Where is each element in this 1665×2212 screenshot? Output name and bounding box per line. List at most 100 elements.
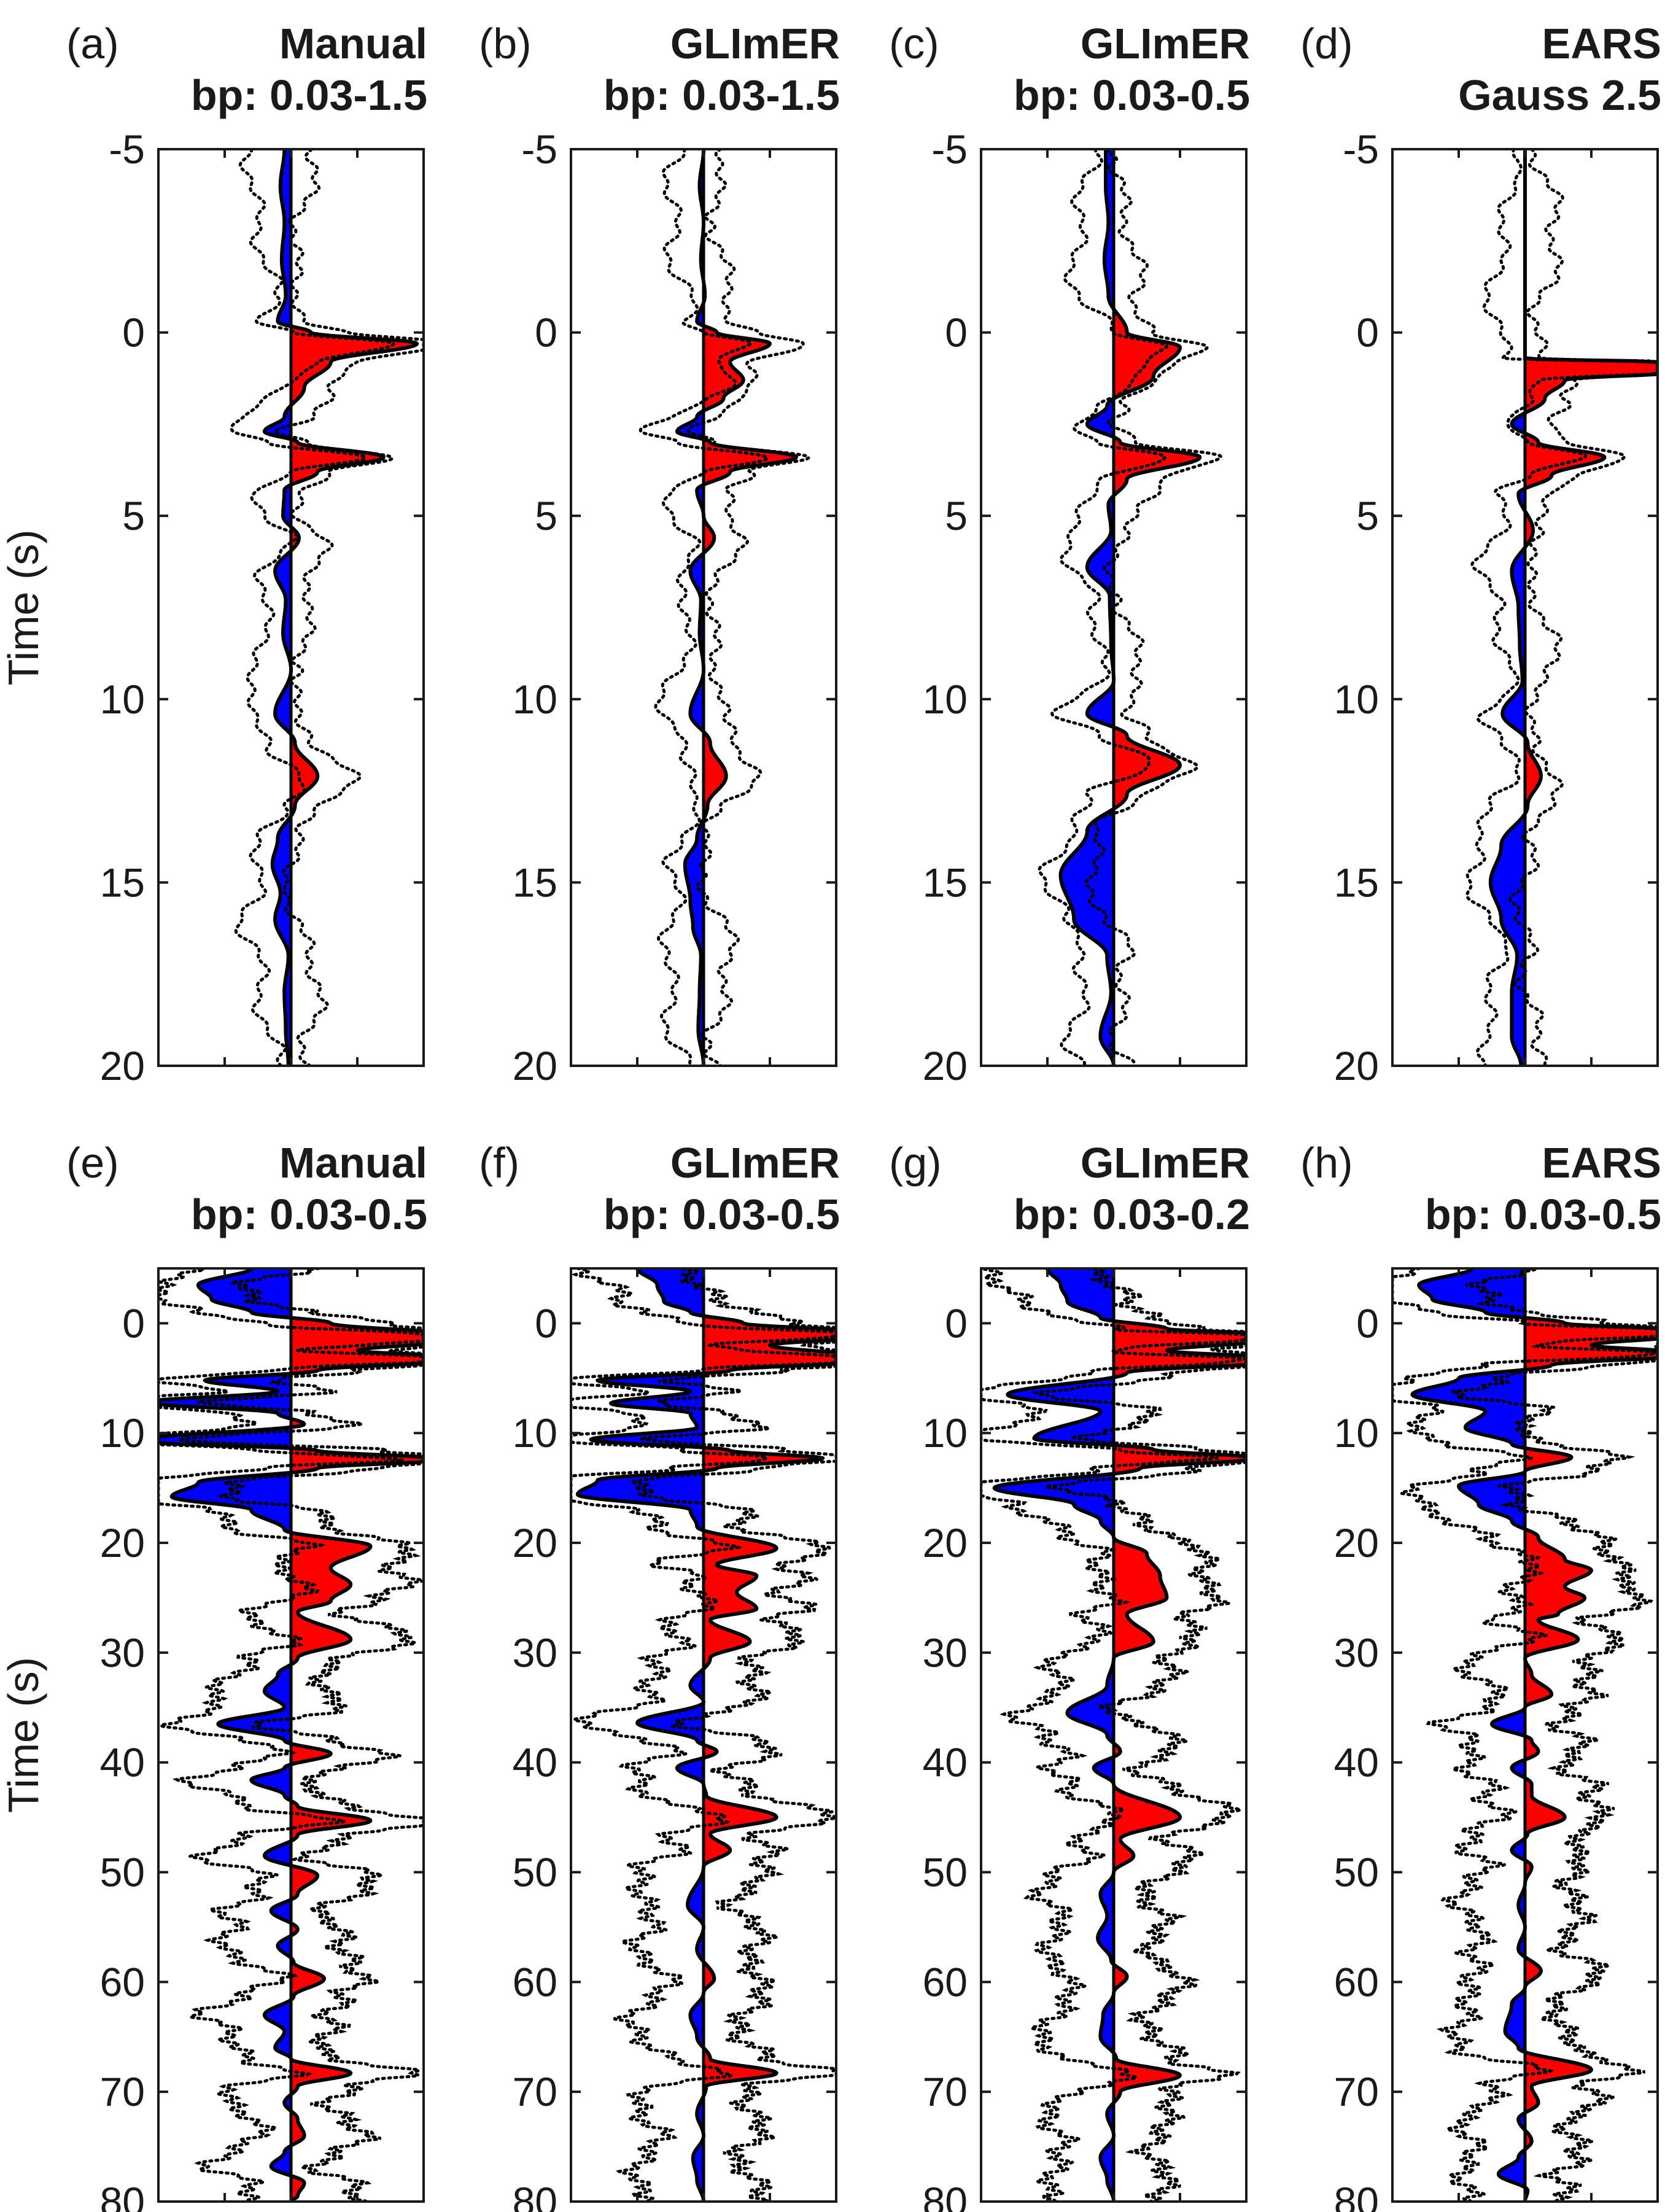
- y-tick-label: -5: [521, 126, 557, 172]
- trace-line: [262, 149, 419, 1066]
- y-tick-label: -5: [931, 126, 968, 172]
- y-tick-label: 20: [100, 1520, 145, 1566]
- y-tick-label: 50: [100, 1850, 145, 1895]
- upper-bound-line: [686, 149, 811, 1066]
- negative-fill: [677, 149, 704, 1066]
- lower-bound-line: [638, 149, 769, 1066]
- y-tick-label: 0: [945, 310, 968, 355]
- y-tick-label: 50: [923, 1850, 968, 1895]
- panel-letter: (g): [889, 1139, 942, 1187]
- y-tick-label: 0: [1356, 1300, 1379, 1346]
- lower-bound-line: [1038, 149, 1168, 1066]
- y-tick-label: 0: [535, 310, 557, 355]
- panel-letter: (h): [1300, 1139, 1353, 1187]
- trace-line: [575, 1268, 836, 2202]
- panel-title-line: EARS: [1542, 1139, 1661, 1187]
- y-tick-label: 10: [923, 1410, 968, 1456]
- panel-title-line: bp: 0.03-0.2: [1014, 1190, 1250, 1238]
- negative-fill: [1060, 149, 1114, 1066]
- panel-letter: (a): [66, 20, 119, 68]
- y-axis-label: Time (s): [0, 1657, 47, 1813]
- negative-fill: [264, 149, 291, 1066]
- y-tick-label: 5: [535, 493, 557, 538]
- y-tick-label: 15: [100, 860, 145, 905]
- negative-fill: [994, 1268, 1114, 2202]
- positive-fill: [1525, 149, 1658, 1066]
- trace-line: [158, 1268, 424, 2202]
- y-tick-label: 10: [923, 677, 968, 722]
- y-tick-label: 50: [513, 1850, 557, 1895]
- y-tick-label: 80: [100, 2179, 145, 2212]
- y-tick-label: 80: [513, 2179, 557, 2212]
- y-tick-label: 20: [100, 1043, 145, 1089]
- y-tick-label: 60: [513, 1959, 557, 2004]
- y-tick-label: 60: [100, 1959, 145, 2004]
- y-tick-label: 5: [1356, 493, 1379, 538]
- panel-title-line: bp: 0.03-1.5: [604, 71, 840, 119]
- y-tick-label: 10: [100, 677, 145, 722]
- panel-title-line: Gauss 2.5: [1458, 71, 1661, 119]
- panel-letter: (f): [479, 1139, 519, 1187]
- y-axis-label: Time (s): [0, 529, 47, 685]
- y-tick-label: 0: [122, 1300, 145, 1346]
- y-tick-label: 30: [1334, 1630, 1379, 1675]
- upper-bound-line: [1446, 1268, 1658, 2202]
- y-tick-label: 5: [122, 493, 145, 538]
- panel-title-line: GLImER: [1081, 20, 1250, 68]
- upper-bound-line: [273, 149, 424, 1066]
- trace-line: [1488, 149, 1658, 1066]
- panel-title-line: GLImER: [670, 1139, 840, 1187]
- y-tick-label: 20: [923, 1520, 968, 1566]
- y-tick-label: 30: [100, 1630, 145, 1675]
- panel-title-line: GLImER: [670, 20, 840, 68]
- y-tick-label: 20: [513, 1043, 557, 1089]
- panel-title-line: Manual: [279, 1139, 427, 1187]
- y-tick-label: 50: [1334, 1850, 1379, 1895]
- y-tick-label: 40: [100, 1740, 145, 1785]
- negative-fill: [1412, 1268, 1525, 2202]
- y-tick-label: 70: [100, 2069, 145, 2114]
- panel-letter: (c): [889, 20, 939, 68]
- lower-bound-line: [1465, 149, 1658, 1066]
- trace-line: [992, 1268, 1246, 2202]
- trace-line: [675, 149, 798, 1066]
- y-tick-label: 60: [923, 1959, 968, 2004]
- y-tick-label: 10: [513, 677, 557, 722]
- panel-title-line: Manual: [279, 20, 427, 68]
- y-tick-label: 30: [923, 1630, 968, 1675]
- y-tick-label: 30: [513, 1630, 557, 1675]
- y-tick-label: 20: [1334, 1520, 1379, 1566]
- y-tick-label: 10: [513, 1410, 557, 1456]
- y-tick-label: 60: [1334, 1959, 1379, 2004]
- panel-title-line: bp: 0.03-0.5: [191, 1190, 427, 1238]
- y-tick-label: 20: [513, 1520, 557, 1566]
- panel-title-line: bp: 0.03-1.5: [191, 71, 427, 119]
- y-tick-label: 0: [945, 1300, 968, 1346]
- y-tick-label: 40: [513, 1740, 557, 1785]
- y-tick-label: 0: [122, 310, 145, 355]
- panel-title-line: GLImER: [1081, 1139, 1250, 1187]
- panel-title-line: bp: 0.03-0.5: [604, 1190, 840, 1238]
- panel-letter: (d): [1300, 20, 1353, 68]
- y-tick-label: 15: [923, 860, 968, 905]
- panel-letter: (e): [66, 1139, 119, 1187]
- y-tick-label: 70: [1334, 2069, 1379, 2114]
- y-tick-label: -5: [109, 126, 145, 172]
- panel-title-line: EARS: [1542, 20, 1661, 68]
- y-tick-label: 5: [945, 493, 968, 538]
- y-tick-label: 20: [923, 1043, 968, 1089]
- lower-bound-line: [158, 1268, 424, 2202]
- negative-fill: [158, 1268, 291, 2202]
- upper-bound-line: [625, 1268, 836, 2202]
- lower-bound-line: [1392, 1268, 1658, 2202]
- y-tick-label: 10: [1334, 1410, 1379, 1456]
- y-tick-label: 70: [513, 2069, 557, 2114]
- y-tick-label: 80: [1334, 2179, 1379, 2212]
- trace-line: [1410, 1268, 1658, 2202]
- lower-bound-line: [981, 1268, 1246, 2202]
